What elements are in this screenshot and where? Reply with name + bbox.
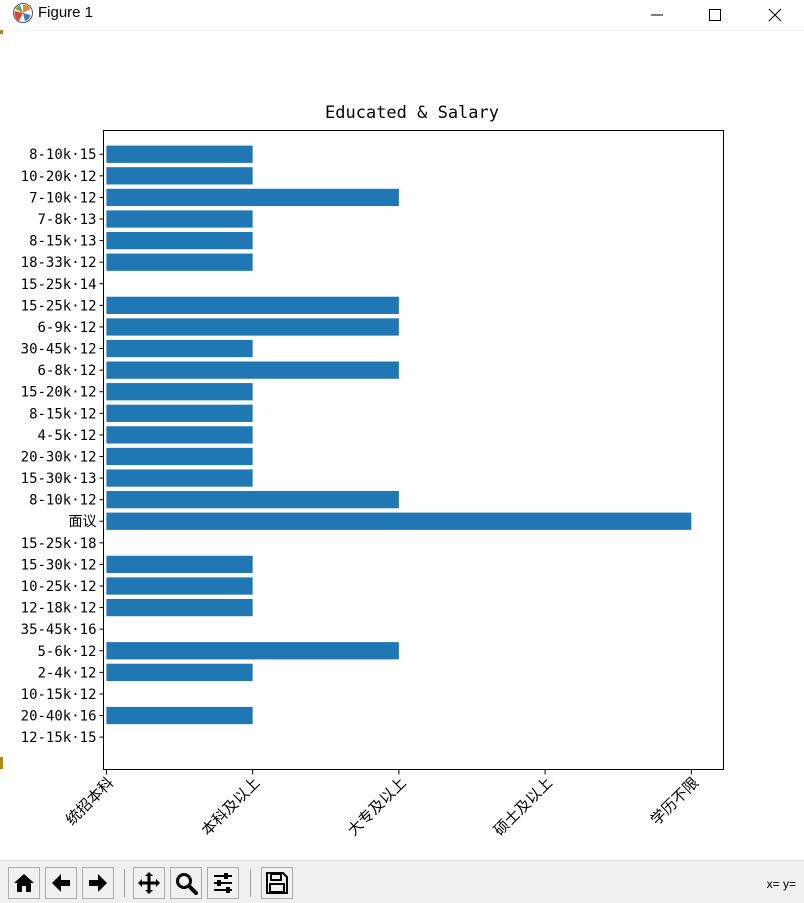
bar	[106, 361, 399, 379]
configure-subplots-button[interactable]	[207, 867, 239, 899]
bar	[106, 512, 692, 530]
bar	[106, 318, 399, 336]
y-tick-label: 4-5k·12	[37, 428, 96, 444]
y-tick-label: 20-40k·16	[21, 709, 97, 725]
back-icon	[52, 874, 70, 892]
y-tick-label: 7-8k·13	[37, 212, 96, 228]
toolbar-separator	[250, 869, 251, 897]
y-tick-label: 8-10k·12	[29, 493, 96, 509]
bar	[106, 188, 399, 207]
plot-area-frame	[103, 130, 724, 770]
y-tick-label: 8-10k·15	[29, 147, 96, 163]
forward-button[interactable]	[82, 867, 114, 899]
home-icon	[14, 874, 34, 892]
y-tick-label: 15-25k·14	[21, 277, 97, 293]
y-tick-label: 6-9k·12	[37, 320, 96, 336]
save-button[interactable]	[261, 867, 293, 899]
forward-icon	[89, 874, 107, 892]
bar	[106, 663, 253, 681]
toolbar-separator	[124, 869, 125, 897]
bar	[106, 555, 253, 574]
bar	[106, 469, 253, 487]
zoom-button[interactable]	[170, 867, 202, 899]
y-tick-label: 10-25k·12	[21, 579, 97, 595]
bar	[106, 404, 253, 422]
bar-chart: Educated & Salary 12-15k·15 20-40k·16 10-1…	[21, 103, 724, 840]
x-tick-label: 硕士及以上	[490, 774, 556, 840]
maximize-icon	[709, 9, 721, 21]
back-button[interactable]	[45, 867, 77, 899]
bar	[106, 210, 253, 228]
y-tick-label: 7-10k·12	[29, 190, 96, 206]
x-tick-label: 统招本科	[62, 774, 117, 829]
bar	[106, 339, 253, 358]
close-button[interactable]	[746, 0, 804, 30]
minimize-button[interactable]	[628, 0, 686, 30]
close-icon	[768, 8, 782, 22]
pan-button[interactable]	[133, 867, 165, 899]
y-tick-label: 15-25k·18	[21, 536, 97, 552]
bar	[106, 296, 399, 314]
y-tick-label: 15-25k·12	[21, 298, 97, 314]
bar	[106, 167, 253, 185]
y-tick-label: 10-20k·12	[21, 169, 97, 185]
figure-canvas[interactable]: Educated & Salary 12-15k·15 20-40k·16 10-1…	[0, 31, 804, 860]
y-tick-label: 8-15k·13	[29, 234, 96, 250]
navigation-toolbar: x= y=	[0, 860, 804, 903]
minimize-icon	[651, 14, 663, 16]
left-edge-strip	[0, 30, 3, 34]
y-tick-label: 2-4k·12	[37, 665, 96, 681]
bar	[106, 383, 253, 401]
window-title: Figure 1	[38, 4, 94, 21]
left-edge-strip	[0, 757, 3, 769]
x-tick-label: 大专及以上	[344, 774, 410, 840]
y-tick-label: 12-15k·15	[21, 730, 97, 746]
x-axis: 统招本科 本科及以上 大专及以上 硕士及以上 学历不限	[62, 769, 702, 840]
y-axis: 12-15k·15 20-40k·16 10-15k·12 2-4k·12 5-6k·1…	[21, 147, 104, 746]
maximize-button[interactable]	[686, 0, 744, 30]
bar	[106, 145, 253, 163]
y-tick-label: 18-33k·12	[21, 255, 97, 271]
y-tick-label: 10-15k·12	[21, 687, 97, 703]
bars-layer	[106, 145, 692, 725]
save-icon	[266, 872, 288, 894]
x-tick-label: 学历不限	[647, 774, 702, 829]
bar	[106, 426, 253, 444]
window-title-bar: Figure 1	[0, 0, 804, 31]
configure-subplots-icon	[214, 873, 232, 893]
y-tick-label: 8-15k·12	[29, 406, 96, 422]
y-tick-label: 面议	[69, 514, 97, 530]
y-tick-label: 30-45k·12	[21, 342, 97, 358]
y-tick-label: 5-6k·12	[37, 644, 96, 660]
bar	[106, 491, 399, 509]
home-button[interactable]	[8, 867, 40, 899]
y-tick-label: 35-45k·16	[21, 622, 97, 638]
y-tick-label: 15-30k·13	[21, 471, 97, 487]
y-tick-label: 6-8k·12	[37, 363, 96, 379]
matplotlib-logo-icon	[13, 3, 33, 23]
bar	[106, 598, 253, 617]
y-tick-label: 15-20k·12	[21, 385, 97, 401]
y-tick-label: 15-30k·12	[21, 557, 97, 573]
cursor-coordinates: x= y=	[766, 877, 796, 891]
bar	[106, 447, 253, 466]
bar	[106, 642, 399, 660]
pan-icon	[138, 872, 160, 894]
y-tick-label: 12-18k·12	[21, 601, 97, 617]
zoom-icon	[176, 873, 198, 895]
bar	[106, 706, 253, 725]
bar	[106, 577, 253, 595]
x-tick-label: 本科及以上	[198, 774, 264, 840]
y-tick-label: 20-30k·12	[21, 449, 97, 465]
chart-title: Educated & Salary	[325, 103, 499, 123]
bar	[106, 253, 253, 271]
bar	[106, 231, 253, 250]
